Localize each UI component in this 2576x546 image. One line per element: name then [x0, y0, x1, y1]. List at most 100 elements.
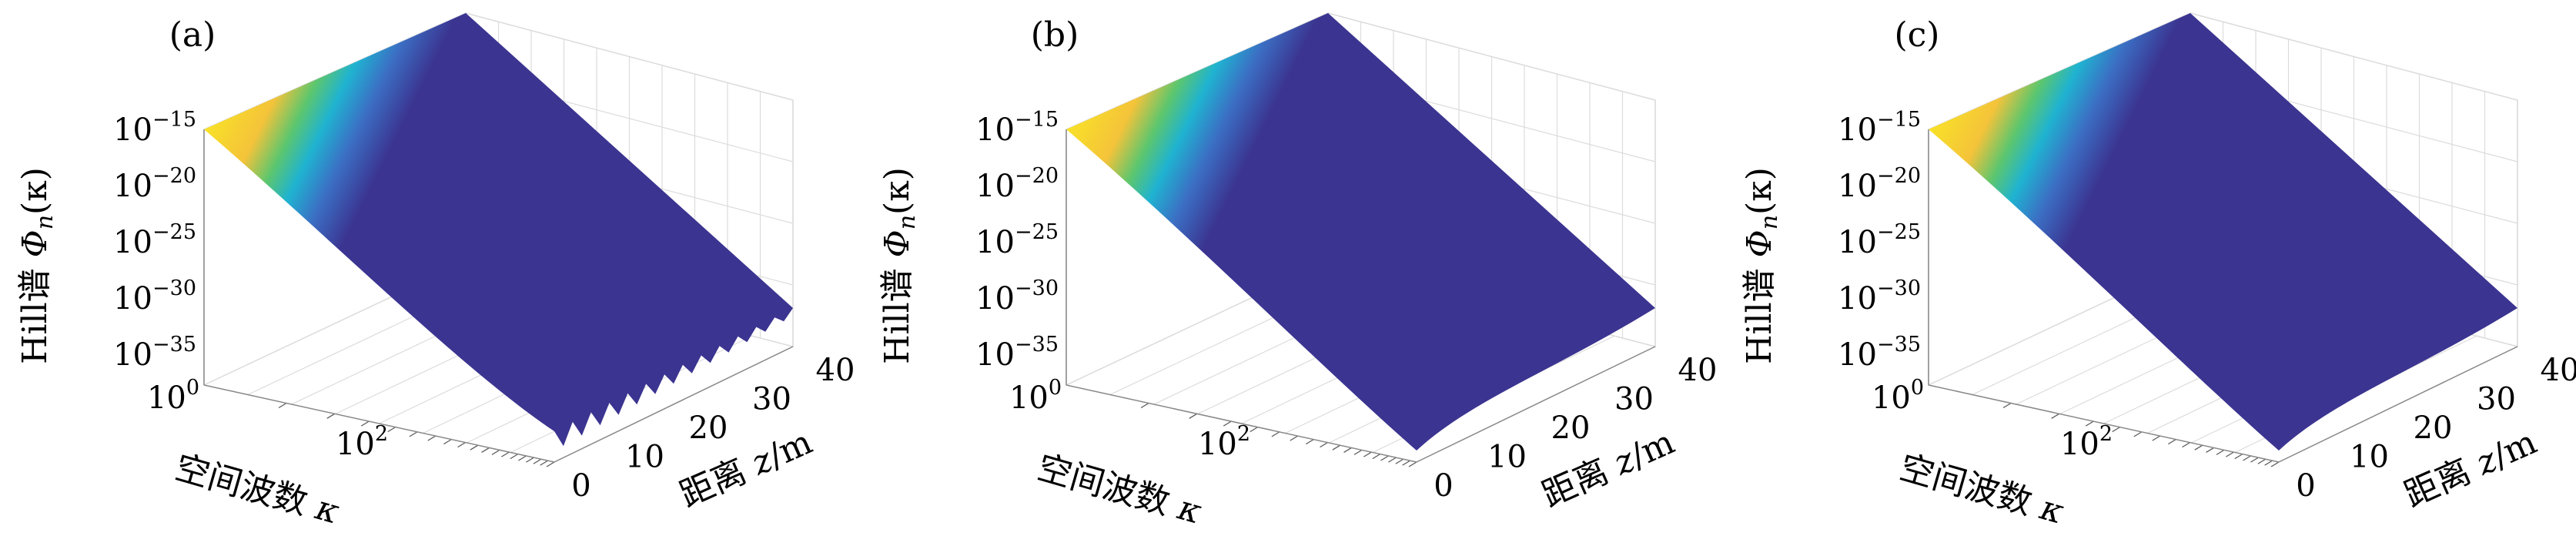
kappa-axis-label: 空间波数 κ [1033, 447, 1206, 531]
phi-tick-exp: −30 [152, 276, 196, 300]
z-tick-label: 40 [1678, 353, 1718, 388]
z-tick-label: 20 [689, 410, 728, 446]
phi-tick-base: 10 [113, 225, 152, 260]
kappa-minor-tick [470, 444, 479, 451]
kappa-label-prefix: 空间波数 [171, 447, 323, 525]
kappa-tick-exp: 2 [1237, 422, 1250, 446]
kappa-minor-tick [360, 420, 370, 427]
phi-tick-label: 10−15 [975, 108, 1059, 148]
kappa-minor-tick [1189, 413, 1198, 419]
kappa-minor-tick [1343, 447, 1352, 453]
z-tick-label: 10 [625, 440, 664, 475]
phi-tick-exp: −35 [1877, 333, 1921, 357]
phi-tick-base: 10 [113, 281, 152, 317]
kappa-minor-tick [443, 439, 452, 445]
phi-tick-label: 10−35 [113, 333, 196, 373]
z-label-prefix: 距离 [1537, 447, 1624, 515]
kappa-minor-tick [2133, 431, 2143, 437]
phi-tick-base: 10 [113, 169, 152, 204]
z-tick-label: 30 [752, 382, 791, 417]
kappa-minor-tick [1380, 455, 1389, 461]
phi-tick-exp: −15 [1877, 108, 1921, 132]
z-label-prefix: 距离 [674, 447, 762, 515]
phi-tick-exp: −15 [152, 108, 196, 132]
kappa-minor-tick [2051, 413, 2060, 419]
kappa-tick-exp: 2 [375, 422, 388, 446]
phi-tick-exp: −20 [1015, 164, 1059, 188]
phi-tick-label: 10−25 [975, 220, 1059, 260]
phi-tick-base: 10 [1838, 337, 1877, 373]
panel-2: 10−1510−2010−2510−3010−35100102010203040… [1740, 12, 2576, 532]
phi-tick-label: 10−35 [975, 333, 1059, 373]
kappa-minor-tick [2152, 435, 2161, 441]
kappa-minor-tick [1140, 403, 1149, 409]
phi-tick-label: 10−15 [113, 108, 196, 148]
kappa-minor-tick [409, 431, 418, 437]
phi-tick-base: 10 [113, 112, 152, 148]
kappa-axis-line [1066, 384, 1417, 463]
kappa-minor-tick [2257, 458, 2267, 464]
phi-tick-exp: −35 [1015, 333, 1059, 357]
kappa-minor-tick [1372, 454, 1381, 460]
z-tick-label: 30 [2477, 382, 2516, 417]
panel-label: (a) [169, 15, 216, 55]
kappa-axis-line [203, 384, 555, 463]
phi-label-sub: n [32, 215, 59, 229]
kappa-tick-label: 100 [1872, 376, 1924, 416]
kappa-minor-tick [1353, 449, 1363, 455]
phi-tick-base: 10 [1838, 169, 1877, 204]
panel-1: 10−1510−2010−2510−3010−35100102010203040… [878, 12, 1718, 532]
panel-label: (c) [1895, 15, 1940, 55]
phi-tick-base: 10 [113, 337, 152, 373]
phi-tick-label: 10−30 [1838, 276, 1921, 317]
kappa-minor-tick [540, 460, 548, 466]
phi-axis-label: Hill谱 Φn(κ) [15, 167, 59, 364]
phi-tick-base: 10 [1838, 281, 1877, 317]
z-tick-label: 0 [1434, 468, 1453, 504]
kappa-tick-label: 102 [1198, 422, 1250, 462]
kappa-minor-tick [533, 458, 542, 464]
kappa-tick-exp: 0 [186, 376, 199, 400]
z-tick-label: 20 [2414, 410, 2453, 446]
surface [1066, 13, 1655, 451]
kappa-minor-tick [491, 449, 500, 455]
kappa-minor-tick [481, 447, 490, 453]
phi-tick-base: 10 [975, 225, 1015, 260]
kappa-minor-tick [2270, 461, 2280, 467]
kappa-tick-exp: 0 [1911, 376, 1924, 400]
kappa-tick-label: 100 [1009, 376, 1062, 416]
phi-tick-label: 10−30 [975, 276, 1059, 317]
grid-line [465, 12, 794, 101]
kappa-minor-tick [2216, 449, 2225, 455]
phi-tick-label: 10−35 [1838, 333, 1921, 373]
kappa-minor-tick [501, 451, 510, 457]
z-tick-label: 40 [2541, 353, 2576, 388]
kappa-label-prefix: 空间波数 [1895, 447, 2047, 525]
surface [204, 13, 793, 447]
kappa-axis-label: 空间波数 κ [171, 447, 344, 531]
kappa-tick-base: 10 [1872, 380, 1911, 416]
kappa-minor-tick [1320, 442, 1328, 448]
phi-tick-exp: −35 [152, 333, 196, 357]
grid-line [2190, 12, 2518, 101]
z-tick-label: 40 [816, 353, 855, 388]
kappa-minor-tick [427, 435, 437, 441]
phi-label-prefix: Hill谱 [878, 257, 917, 364]
phi-tick-label: 10−30 [113, 276, 196, 317]
phi-tick-exp: −30 [1877, 276, 1921, 300]
kappa-tick-label: 102 [2060, 422, 2113, 462]
phi-tick-label: 10−20 [975, 164, 1059, 204]
kappa-minor-tick [1395, 458, 1404, 464]
kappa-minor-tick [2264, 460, 2273, 466]
kappa-minor-tick [2112, 427, 2121, 433]
z-tick-label: 10 [2350, 440, 2389, 475]
kappa-minor-tick [1223, 420, 1232, 427]
phi-tick-label: 10−15 [1838, 108, 1921, 148]
z-tick-label: 20 [1551, 410, 1591, 446]
kappa-tick-label: 100 [147, 376, 199, 416]
phi-label-var: Φ [15, 229, 55, 257]
phi-label-prefix: Hill谱 [15, 257, 55, 364]
kappa-minor-tick [1250, 427, 1259, 433]
kappa-minor-tick [2226, 451, 2234, 457]
